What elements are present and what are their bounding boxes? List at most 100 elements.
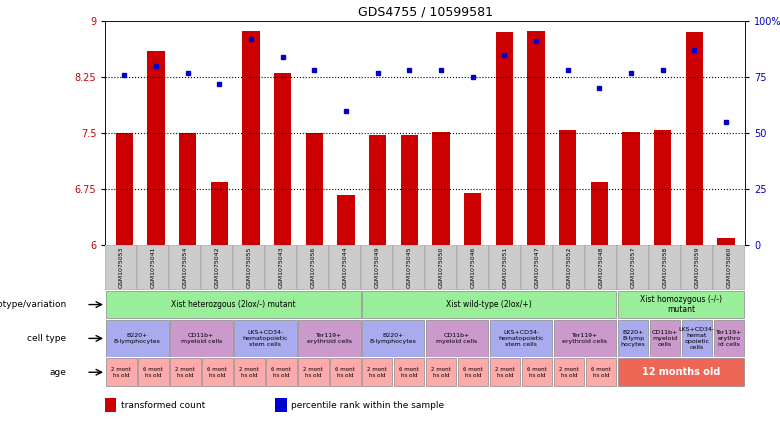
Text: GSM1075056: GSM1075056 — [310, 247, 316, 288]
Text: 2 mont
hs old: 2 mont hs old — [431, 367, 451, 378]
Text: percentile rank within the sample: percentile rank within the sample — [291, 401, 445, 409]
Bar — [458, 358, 488, 387]
Bar — [202, 358, 232, 387]
Bar — [393, 245, 425, 290]
Bar — [138, 358, 168, 387]
Text: 2 mont
hs old: 2 mont hs old — [495, 367, 515, 378]
Text: GSM1075052: GSM1075052 — [566, 247, 572, 288]
Text: B220+
B-lymphocytes: B220+ B-lymphocytes — [114, 333, 161, 344]
Text: Xist homozygous (-/-)
mutant: Xist homozygous (-/-) mutant — [640, 295, 722, 314]
Text: GSM1075051: GSM1075051 — [502, 247, 508, 288]
Bar — [432, 132, 449, 245]
Bar — [464, 193, 481, 245]
Bar — [329, 245, 361, 290]
Bar — [362, 358, 392, 387]
Bar — [686, 33, 703, 245]
Text: GSM1075048: GSM1075048 — [598, 247, 604, 288]
Text: GSM1075060: GSM1075060 — [726, 247, 732, 288]
Text: B220+
B-lymphocytes: B220+ B-lymphocytes — [370, 333, 417, 344]
Bar — [618, 358, 744, 387]
Text: genotype/variation: genotype/variation — [0, 300, 66, 309]
Text: 6 mont
hs old: 6 mont hs old — [463, 367, 483, 378]
Bar — [490, 320, 552, 357]
Bar — [559, 129, 576, 245]
Bar — [654, 129, 672, 245]
Bar — [170, 358, 200, 387]
Text: CD11b+
myeloid cells: CD11b+ myeloid cells — [181, 333, 222, 344]
Bar — [137, 245, 169, 290]
Text: GSM1075050: GSM1075050 — [438, 247, 444, 288]
Text: Xist wild-type (2lox/+): Xist wild-type (2lox/+) — [446, 300, 532, 309]
Bar — [650, 320, 680, 357]
Text: Ter119+
erythro
id cells: Ter119+ erythro id cells — [716, 330, 742, 347]
Bar — [243, 31, 260, 245]
Bar — [275, 398, 286, 412]
Bar — [105, 245, 137, 290]
Text: 6 mont
hs old: 6 mont hs old — [207, 367, 227, 378]
Text: cell type: cell type — [27, 334, 66, 343]
Bar — [201, 245, 233, 290]
Bar — [297, 245, 329, 290]
Bar — [682, 320, 712, 357]
Bar — [489, 245, 521, 290]
Text: LKS+CD34-
hematopoietic
stem cells: LKS+CD34- hematopoietic stem cells — [243, 330, 288, 347]
Bar — [490, 358, 520, 387]
Bar — [521, 245, 553, 290]
Bar — [106, 291, 360, 319]
Bar — [266, 358, 296, 387]
Bar — [369, 135, 386, 245]
Text: GSM1075057: GSM1075057 — [630, 247, 636, 288]
Text: GSM1075047: GSM1075047 — [534, 247, 540, 288]
Bar — [211, 182, 228, 245]
Text: GSM1075055: GSM1075055 — [246, 247, 252, 288]
Text: GSM1075045: GSM1075045 — [406, 247, 412, 288]
Bar — [713, 245, 745, 290]
Text: 6 mont
hs old: 6 mont hs old — [335, 367, 355, 378]
Bar — [394, 358, 424, 387]
Bar — [234, 320, 296, 357]
Bar — [522, 358, 552, 387]
Bar — [274, 74, 291, 245]
Bar — [527, 31, 544, 245]
Bar — [426, 358, 456, 387]
Bar — [298, 358, 328, 387]
Bar — [649, 245, 681, 290]
Text: Ter119+
erythroid cells: Ter119+ erythroid cells — [562, 333, 608, 344]
Bar — [106, 358, 136, 387]
Bar — [617, 245, 649, 290]
Bar — [585, 245, 617, 290]
Text: Ter119+
erythroid cells: Ter119+ erythroid cells — [307, 333, 352, 344]
Text: 2 mont
hs old: 2 mont hs old — [303, 367, 323, 378]
Bar — [362, 291, 616, 319]
Title: GDS4755 / 10599581: GDS4755 / 10599581 — [357, 5, 493, 19]
Bar — [179, 133, 197, 245]
Bar — [553, 245, 585, 290]
Bar — [618, 291, 744, 319]
Text: age: age — [49, 368, 66, 377]
Bar — [105, 398, 116, 412]
Bar — [233, 245, 265, 290]
Bar — [265, 245, 297, 290]
Bar — [170, 320, 232, 357]
Text: 6 mont
hs old: 6 mont hs old — [527, 367, 547, 378]
Bar — [622, 132, 640, 245]
Text: GSM1075043: GSM1075043 — [278, 247, 284, 288]
Bar — [681, 245, 713, 290]
Bar — [554, 320, 616, 357]
Text: GSM1075041: GSM1075041 — [151, 247, 156, 288]
Text: 6 mont
hs old: 6 mont hs old — [399, 367, 419, 378]
Text: GSM1075053: GSM1075053 — [119, 247, 124, 288]
Bar — [401, 135, 418, 245]
Bar — [306, 133, 323, 245]
Text: GSM1075059: GSM1075059 — [694, 247, 700, 288]
Bar — [298, 320, 360, 357]
Text: Xist heterozgous (2lox/-) mutant: Xist heterozgous (2lox/-) mutant — [171, 300, 296, 309]
Bar — [425, 245, 457, 290]
Text: LKS+CD34-
hemat
opoietic
cells: LKS+CD34- hemat opoietic cells — [679, 327, 715, 349]
Bar — [457, 245, 489, 290]
Text: 2 mont
hs old: 2 mont hs old — [112, 367, 131, 378]
Bar — [337, 195, 355, 245]
Text: GSM1075054: GSM1075054 — [183, 247, 188, 288]
Bar — [169, 245, 201, 290]
Bar — [234, 358, 264, 387]
